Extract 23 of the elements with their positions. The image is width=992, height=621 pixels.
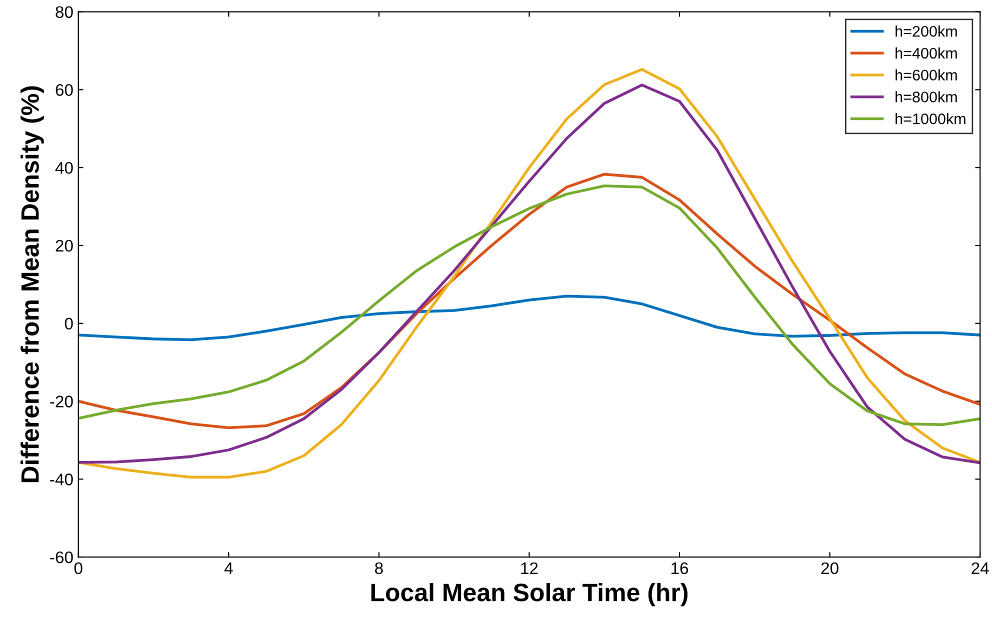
- legend-label: h=400km: [896, 47, 957, 59]
- legend-label: h=200km: [896, 26, 957, 37]
- y-tick-label: -40: [50, 474, 73, 486]
- legend-label: h=600km: [896, 69, 957, 81]
- y-tick-label: 80: [56, 6, 73, 18]
- y-axis-title: Difference from Mean Density (%): [20, 86, 44, 482]
- y-tick-label: 60: [56, 84, 73, 96]
- x-tick-label: 12: [521, 562, 538, 574]
- x-tick-label: 20: [821, 562, 838, 574]
- y-tick-label: -60: [50, 551, 73, 564]
- x-tick-label: 0: [74, 562, 82, 574]
- legend-label: h=1000km: [896, 113, 966, 124]
- x-tick-label: 4: [224, 562, 233, 574]
- legend-label: h=800km: [896, 91, 957, 102]
- x-tick-label: 8: [375, 562, 383, 574]
- y-tick-label: 20: [56, 240, 73, 252]
- x-axis-title: Local Mean Solar Time (hr): [371, 582, 688, 606]
- x-tick-label: 24: [972, 562, 989, 574]
- line-series: [78, 294, 980, 342]
- x-tick-label: 16: [672, 562, 688, 574]
- y-tick-label: -20: [50, 396, 73, 408]
- y-tick-label: 0: [64, 318, 73, 330]
- y-tick-label: 40: [55, 162, 73, 174]
